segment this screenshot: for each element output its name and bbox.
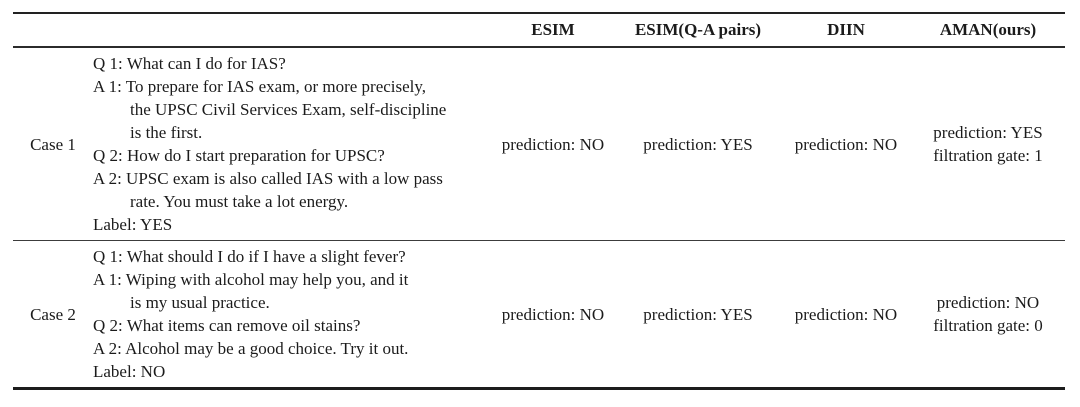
dialogue-line: Q 2: How do I start preparation for UPSC…: [93, 146, 385, 165]
dialogue-line: is my usual practice.: [130, 293, 270, 312]
case-1-diin-prediction: prediction: NO: [794, 134, 898, 154]
aman-filtration-gate-line: filtration gate: 1: [933, 146, 1043, 165]
case-1-dialogue: Q 1: What can I do for IAS? A 1: To prep…: [93, 47, 491, 241]
dialogue-label-line: Label: YES: [93, 215, 173, 234]
header-esim-qa-pairs: ESIM(Q-A pairs): [634, 20, 762, 39]
case-2-esim-qa-prediction: prediction: YES: [643, 304, 753, 324]
dialogue-line: A 1: Wiping with alcohol may help you, a…: [93, 270, 409, 289]
header-case-spacer: [13, 13, 93, 47]
table-row-case-2: Case 2 Q 1: What should I do if I have a…: [13, 241, 1065, 389]
dialogue-line: rate. You must take a lot energy.: [130, 192, 349, 211]
dialogue-line: A 2: UPSC exam is also called IAS with a…: [93, 169, 443, 188]
case-study-table: ESIM ESIM(Q-A pairs) DIIN AMAN(ours) Cas…: [13, 12, 1065, 390]
header-dialogue-spacer: [93, 13, 491, 47]
table-row-case-1: Case 1 Q 1: What can I do for IAS? A 1: …: [13, 47, 1065, 241]
case-2-esim-prediction: prediction: NO: [501, 304, 605, 324]
dialogue-line: Q 1: What can I do for IAS?: [93, 54, 286, 73]
dialogue-line: the UPSC Civil Services Exam, self-disci…: [130, 100, 447, 119]
case-1-esim-qa-prediction: prediction: YES: [643, 134, 753, 154]
dialogue-line: is the first.: [130, 123, 203, 142]
case-1-esim-prediction: prediction: NO: [501, 134, 605, 154]
aman-filtration-gate-line: filtration gate: 0: [933, 316, 1043, 335]
aman-prediction-line: prediction: YES: [933, 123, 1043, 142]
dialogue-line: A 1: To prepare for IAS exam, or more pr…: [93, 77, 427, 96]
header-diin: DIIN: [827, 20, 865, 39]
case-1-label: Case 1: [30, 134, 76, 154]
case-2-diin-prediction: prediction: NO: [794, 304, 898, 324]
case-2-label: Case 2: [30, 304, 76, 324]
case-2-aman-prediction: prediction: NO filtration gate: 0: [911, 241, 1065, 389]
header-aman-ours: AMAN(ours): [939, 20, 1037, 39]
header-esim: ESIM: [531, 20, 575, 39]
case-2-dialogue: Q 1: What should I do if I have a slight…: [93, 241, 491, 389]
aman-prediction-line: prediction: NO: [936, 293, 1040, 312]
dialogue-label-line: Label: NO: [93, 362, 166, 381]
table-header-row: ESIM ESIM(Q-A pairs) DIIN AMAN(ours): [13, 13, 1065, 47]
dialogue-line: A 2: Alcohol may be a good choice. Try i…: [93, 339, 409, 358]
case-1-aman-prediction: prediction: YES filtration gate: 1: [911, 47, 1065, 241]
dialogue-line: Q 2: What items can remove oil stains?: [93, 316, 361, 335]
dialogue-line: Q 1: What should I do if I have a slight…: [93, 247, 406, 266]
